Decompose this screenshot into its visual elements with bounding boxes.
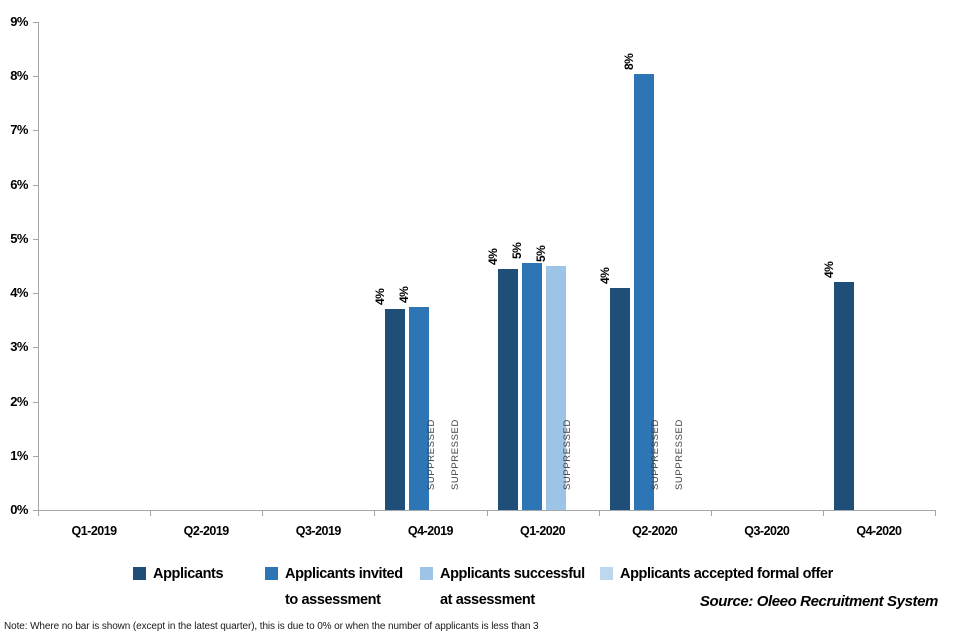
bar-value-label: 8%	[621, 53, 636, 70]
x-axis-label: Q4-2019	[407, 524, 454, 538]
y-axis-tick	[33, 184, 38, 186]
bar-value-label: 5%	[509, 242, 524, 260]
y-axis-label: 7%	[10, 122, 28, 138]
x-axis-label: Q2-2019	[183, 524, 230, 538]
y-axis-tick	[33, 510, 38, 511]
bar	[833, 282, 854, 510]
legend-item: Applicants	[133, 561, 224, 587]
x-axis-tick	[822, 511, 824, 516]
bar	[385, 309, 406, 510]
suppressed-label: SUPPRESSED	[425, 419, 437, 490]
bar-value-label: 4%	[397, 286, 412, 303]
suppressed-label: SUPPRESSED	[674, 419, 686, 490]
suppressed-label: SUPPRESSED	[562, 419, 574, 490]
legend-label: Applicants invited to assessment	[285, 566, 403, 608]
bar-value-label: 5%	[533, 245, 548, 262]
x-axis-tick	[262, 511, 264, 516]
x-axis-label: Q4-2020	[856, 524, 902, 538]
bar	[497, 268, 518, 510]
x-axis-tick	[598, 511, 600, 516]
y-axis-label: 1%	[10, 447, 28, 463]
legend-swatch	[600, 567, 613, 580]
y-axis-tick	[33, 293, 38, 295]
y-axis-tick	[33, 130, 38, 132]
x-axis-label: Q1-2019	[71, 524, 117, 538]
x-axis-label: Q3-2019	[295, 524, 342, 538]
y-axis-label: 0%	[10, 502, 28, 517]
y-axis-tick	[33, 238, 38, 240]
bar	[609, 287, 630, 510]
suppressed-label: SUPPRESSED	[650, 419, 662, 490]
y-axis-label: 8%	[10, 68, 28, 84]
legend-label: Applicants accepted formal offer	[620, 566, 833, 582]
bar	[545, 266, 566, 510]
y-axis-tick	[33, 76, 38, 78]
y-axis-label: 3%	[10, 339, 28, 355]
bar-value-label: 4%	[821, 261, 836, 279]
y-axis-label: 5%	[10, 230, 28, 246]
y-axis-label: 4%	[10, 285, 28, 301]
x-axis-tick	[710, 511, 712, 516]
bar-value-label: 4%	[597, 267, 612, 284]
bar	[409, 306, 430, 510]
y-axis-label: 6%	[10, 176, 28, 192]
legend-swatch	[133, 567, 146, 580]
legend-item: Applicants accepted formal offer	[600, 561, 833, 587]
x-axis-tick	[374, 511, 376, 516]
x-axis-tick	[486, 511, 488, 516]
x-axis-label: Q3-2020	[744, 524, 790, 538]
y-axis-label: 2%	[10, 393, 28, 409]
suppressed-label: SUPPRESSED	[449, 419, 461, 490]
x-axis-label: Q1-2020	[519, 524, 566, 538]
legend-item: Applicants invited to assessment	[265, 561, 403, 613]
legend-label: Applicants successful at assessment	[440, 566, 585, 608]
bar-value-label: 4%	[485, 248, 500, 265]
bar-value-label: 4%	[373, 289, 388, 306]
x-axis-tick	[935, 511, 936, 516]
y-axis-tick	[33, 22, 38, 23]
x-axis-label: Q2-2020	[632, 524, 678, 538]
y-axis-label: 9%	[10, 14, 28, 29]
source-note: Source: Oleeo Recruitment System	[699, 593, 939, 610]
legend-item: Applicants successful at assessment	[420, 561, 585, 613]
plot-area	[38, 22, 936, 511]
y-axis-tick	[33, 401, 38, 403]
footnote: Note: Where no bar is shown (except in t…	[4, 621, 539, 632]
bar	[633, 73, 654, 510]
y-axis-tick	[33, 347, 38, 349]
legend-label: Applicants	[153, 566, 224, 582]
legend-swatch	[420, 567, 433, 580]
legend-swatch	[265, 567, 278, 580]
bar	[521, 263, 542, 510]
y-axis-tick	[33, 455, 38, 457]
x-axis-tick	[150, 511, 152, 516]
x-axis-tick	[38, 511, 39, 516]
